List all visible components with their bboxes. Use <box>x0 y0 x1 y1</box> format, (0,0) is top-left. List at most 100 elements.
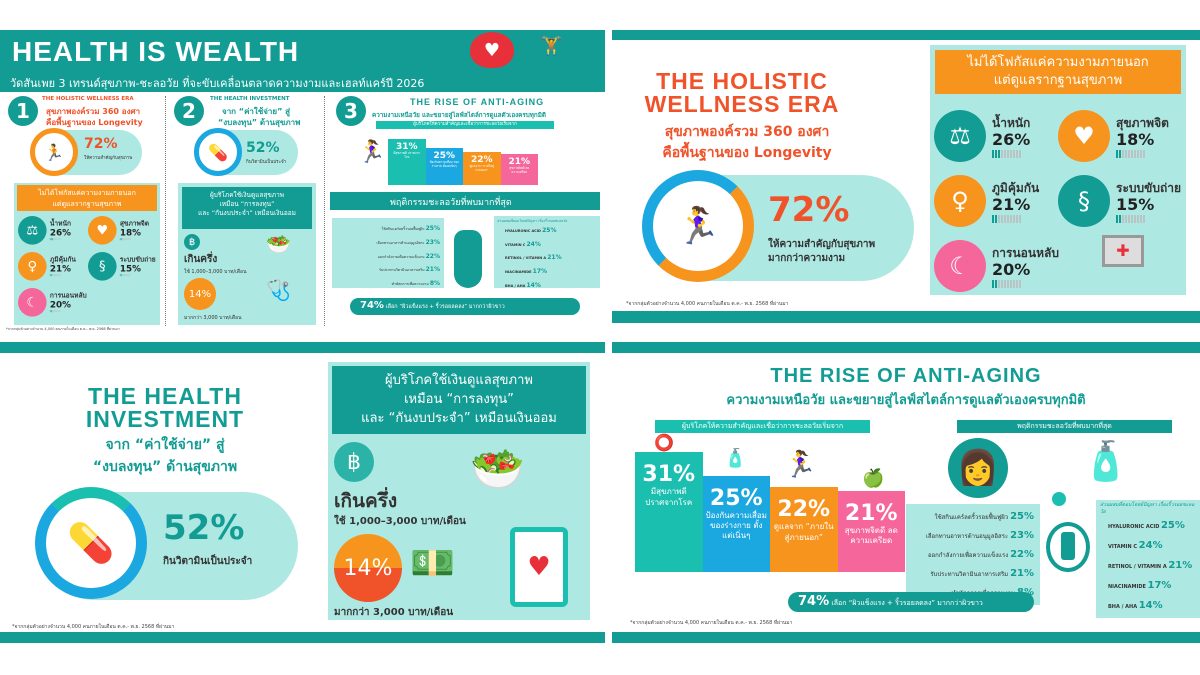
wellness-value: 20% <box>992 260 1031 279</box>
antiaging-mini-behaviors: ใช้สกินแคร์ลดริ้วรอยฟื้นฟูผิว 25% เลือกทา… <box>332 218 444 288</box>
runner-food-ring-icon: 🏃‍♀️ <box>642 170 754 282</box>
divider <box>324 96 325 326</box>
holistic-mini-sub2: คือพื้นฐานของ Longevity <box>46 118 143 127</box>
wellness-item: ♥ สุขภาพจิต 18% <box>88 216 154 249</box>
tick <box>1004 280 1006 288</box>
investment-mini-box-header: ผู้บริโภคใช้เงินดูแลสุขภาพ เหมือน “การลงท… <box>182 187 312 229</box>
tick <box>1143 150 1145 158</box>
holistic-panel: THE HOLISTIC WELLNESS ERA สุขภาพองค์รวม 3… <box>612 30 1200 325</box>
investment-high-detail: มากกว่า 3,000 บาท/เดือน <box>334 607 454 618</box>
behavior-header: พฤติกรรมชะลอวัยที่พบมากที่สุด <box>957 420 1172 433</box>
wellness-progress <box>992 280 1021 288</box>
subtitle-line: คือพื้นฐานของ Longevity <box>662 145 832 161</box>
tick <box>1134 215 1136 223</box>
tick <box>1004 150 1006 158</box>
wellness-progress <box>49 238 61 241</box>
summary-value: 74% <box>360 300 384 311</box>
tick <box>55 238 56 241</box>
tick <box>59 274 61 277</box>
bar-category-label: สุขภาพจิตดี ลดความเครียด <box>509 165 530 174</box>
bar-value-label: 21% <box>844 501 898 526</box>
serum-bottle-icon <box>1046 522 1090 572</box>
tick <box>1019 215 1021 223</box>
ingredient-label: RETINOL / VITAMIN A <box>505 256 547 261</box>
antiaging-mini-summary: 74% เลือก “ผิวแข็งแรง + ริ้วรอยลดลง” มาก… <box>350 298 580 315</box>
ingredient-row: RETINOL / VITAMIN A 21% <box>1100 556 1196 576</box>
wellness-progress <box>1116 150 1145 158</box>
title-line: INVESTMENT <box>85 406 245 432</box>
investment-mini-half: เกินครึ่ง <box>184 254 218 265</box>
footnote: *จากกลุ่มตัวอย่างจำนวน 4,000 คนภายในเดือ… <box>630 620 793 626</box>
tick <box>1007 215 1009 223</box>
vitamin-water-icon: 🧴 <box>724 448 747 469</box>
tick <box>49 310 51 313</box>
wellness-item: ♥ สุขภาพจิต 18% <box>1058 110 1178 170</box>
antiaging-mini-belief-header: ผู้บริโภคให้ความสำคัญและเชื่อว่าการชะลอว… <box>376 121 554 129</box>
bar-4: 21% สุขภาพจิตดี ลดความเครียด <box>837 491 905 572</box>
progress-ticks <box>992 150 1021 158</box>
tick <box>129 274 131 277</box>
investment-panel: THE HEALTH INVESTMENT จาก “ค่าใช้จ่าย” สู… <box>0 342 605 645</box>
wellness-label: ภูมิคุ้มกัน <box>49 255 76 263</box>
step-number-3: 3 <box>336 96 366 126</box>
wellness-value: 18% <box>1116 130 1155 149</box>
wellness-item: § ระบบขับถ่าย 15% <box>1058 175 1181 235</box>
tick <box>124 274 125 277</box>
tick <box>53 238 54 241</box>
title-line: THE HEALTH <box>88 383 242 409</box>
medical-monitor-icon: ✚ <box>1102 235 1144 267</box>
ingredient-value: 17% <box>1147 580 1172 591</box>
investment-subtitle: จาก “ค่าใช้จ่าย” สู่ “งบลงทุน” ด้านสุขภาพ <box>50 434 280 479</box>
holistic-stat-label: ให้ความสำคัญกับสุขภาพ มากกว่าความงาม <box>768 238 875 266</box>
tick <box>1004 215 1006 223</box>
tick <box>57 274 59 277</box>
antiaging-mini-ingredients: ส่วนผสมที่ตอบโจทย์ปัญหา เรื่องริ้วรอยชะล… <box>494 216 600 289</box>
wellness-item: ☾ การนอนหลับ 20% <box>934 240 1059 300</box>
subtitle-line: “งบลงทุน” ด้านสุขภาพ <box>92 459 238 476</box>
header-line: แต่ดูแลรากฐานสุขภาพ <box>993 72 1123 88</box>
serum-bottle-icon <box>454 230 482 288</box>
title-line: THE HOLISTIC <box>656 68 828 94</box>
ingredient-row: RETINOL / VITAMIN A 21% <box>497 251 597 265</box>
summary-text: เลือก “ผิวแข็งแรง + ริ้วรอยลดลง” มากกว่า… <box>385 304 505 310</box>
bubble-icon <box>1052 492 1066 506</box>
ingredient-value: 24% <box>526 240 541 248</box>
ingredient-label: NIACINAMIDE <box>1108 584 1146 590</box>
behavior-value: 22% <box>425 252 440 260</box>
tick <box>57 310 59 313</box>
antiaging-title: THE RISE OF ANTI-AGING <box>770 365 1042 387</box>
tick <box>52 274 53 277</box>
investment-mini-high-detail: มากกว่า 3,000 บาท/เดือน <box>184 315 242 321</box>
tick <box>55 310 56 313</box>
title-line: WELLNESS ERA <box>644 91 840 117</box>
progress-ticks <box>1116 215 1145 223</box>
progress-ticks <box>49 238 61 241</box>
tick <box>1013 280 1015 288</box>
bar-value-label: 25% <box>433 150 456 161</box>
wellness-label: ระบบขับถ่าย <box>119 255 156 263</box>
tick <box>53 274 54 277</box>
tick <box>1131 150 1133 158</box>
tick <box>1010 280 1012 288</box>
holistic-title: THE HOLISTIC WELLNESS ERA <box>632 70 852 116</box>
ingredient-label: NIACINAMIDE <box>505 270 532 275</box>
behavior-label: ออกกำลังกายเพื่อความแข็งแรง <box>377 254 425 259</box>
heart-rate-icon: ♥ <box>470 32 514 68</box>
progress-ticks <box>1116 150 1145 158</box>
tick <box>128 274 130 277</box>
person-icon: ♀ <box>18 252 47 281</box>
header-line: เหมือน “การลงทุน” <box>219 200 275 209</box>
behavior-value: 8% <box>429 280 440 288</box>
wellness-item: ♀ ภูมิคุ้มกัน 21% <box>934 175 1054 235</box>
investment-mini-stat: 52% <box>246 140 280 156</box>
footnote: *จากกลุ่มตัวอย่างจำนวน 4,000 คนภายในเดือ… <box>6 327 120 331</box>
header-line: ไม่ได้โฟกัสแค่ความงามภายนอก <box>967 55 1149 70</box>
tick <box>1128 150 1130 158</box>
behavior-value: 25% <box>1010 511 1034 522</box>
skincare-products-icon: 🧴 <box>1082 439 1130 483</box>
holistic-mini-stat-label: ให้ความสำคัญกับสุขภาพ <box>84 156 133 161</box>
ingredient-row: BHA / AHA 14% <box>497 279 597 293</box>
tick <box>51 310 52 313</box>
wellness-value: 21% <box>992 195 1031 214</box>
investment-mini-sub1: จาก “ค่าใช้จ่าย” สู่ <box>222 107 291 116</box>
